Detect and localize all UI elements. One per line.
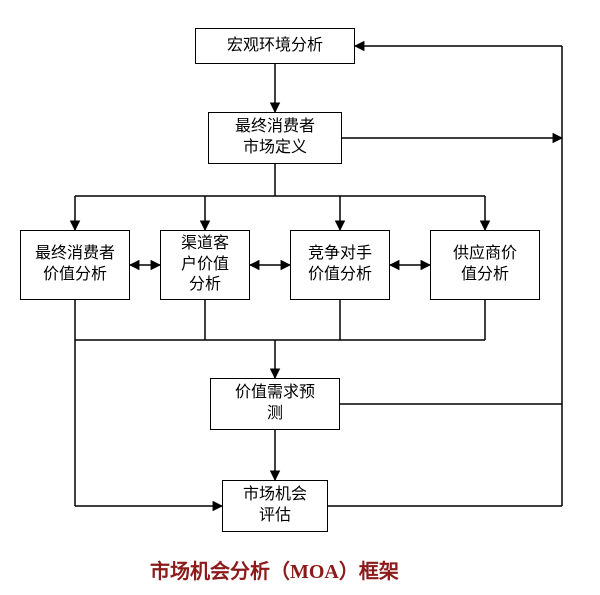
node-value-forecast: 价值需求预测 [210, 378, 340, 430]
node-label: 竞争对手价值分析 [308, 244, 372, 286]
node-label: 最终消费者价值分析 [35, 244, 115, 286]
node-label: 渠道客户价值分析 [181, 234, 229, 296]
node-supplier-value: 供应商价值分析 [430, 230, 540, 300]
node-competitor-value: 竞争对手价值分析 [290, 230, 390, 300]
node-label: 供应商价值分析 [453, 244, 517, 286]
node-macro-env: 宏观环境分析 [195, 28, 355, 64]
node-end-consumer-value: 最终消费者价值分析 [20, 230, 130, 300]
moa-flowchart: 宏观环境分析 最终消费者市场定义 最终消费者价值分析 渠道客户价值分析 竞争对手… [0, 0, 600, 595]
node-label: 宏观环境分析 [227, 36, 323, 57]
node-label: 最终消费者市场定义 [235, 117, 315, 159]
diagram-title: 市场机会分析（MOA）框架 [150, 555, 399, 584]
node-label: 市场机会评估 [243, 485, 307, 527]
node-end-market-def: 最终消费者市场定义 [208, 112, 342, 164]
node-market-opportunity-eval: 市场机会评估 [222, 480, 328, 532]
node-channel-value: 渠道客户价值分析 [160, 230, 250, 300]
node-label: 价值需求预测 [235, 383, 315, 425]
